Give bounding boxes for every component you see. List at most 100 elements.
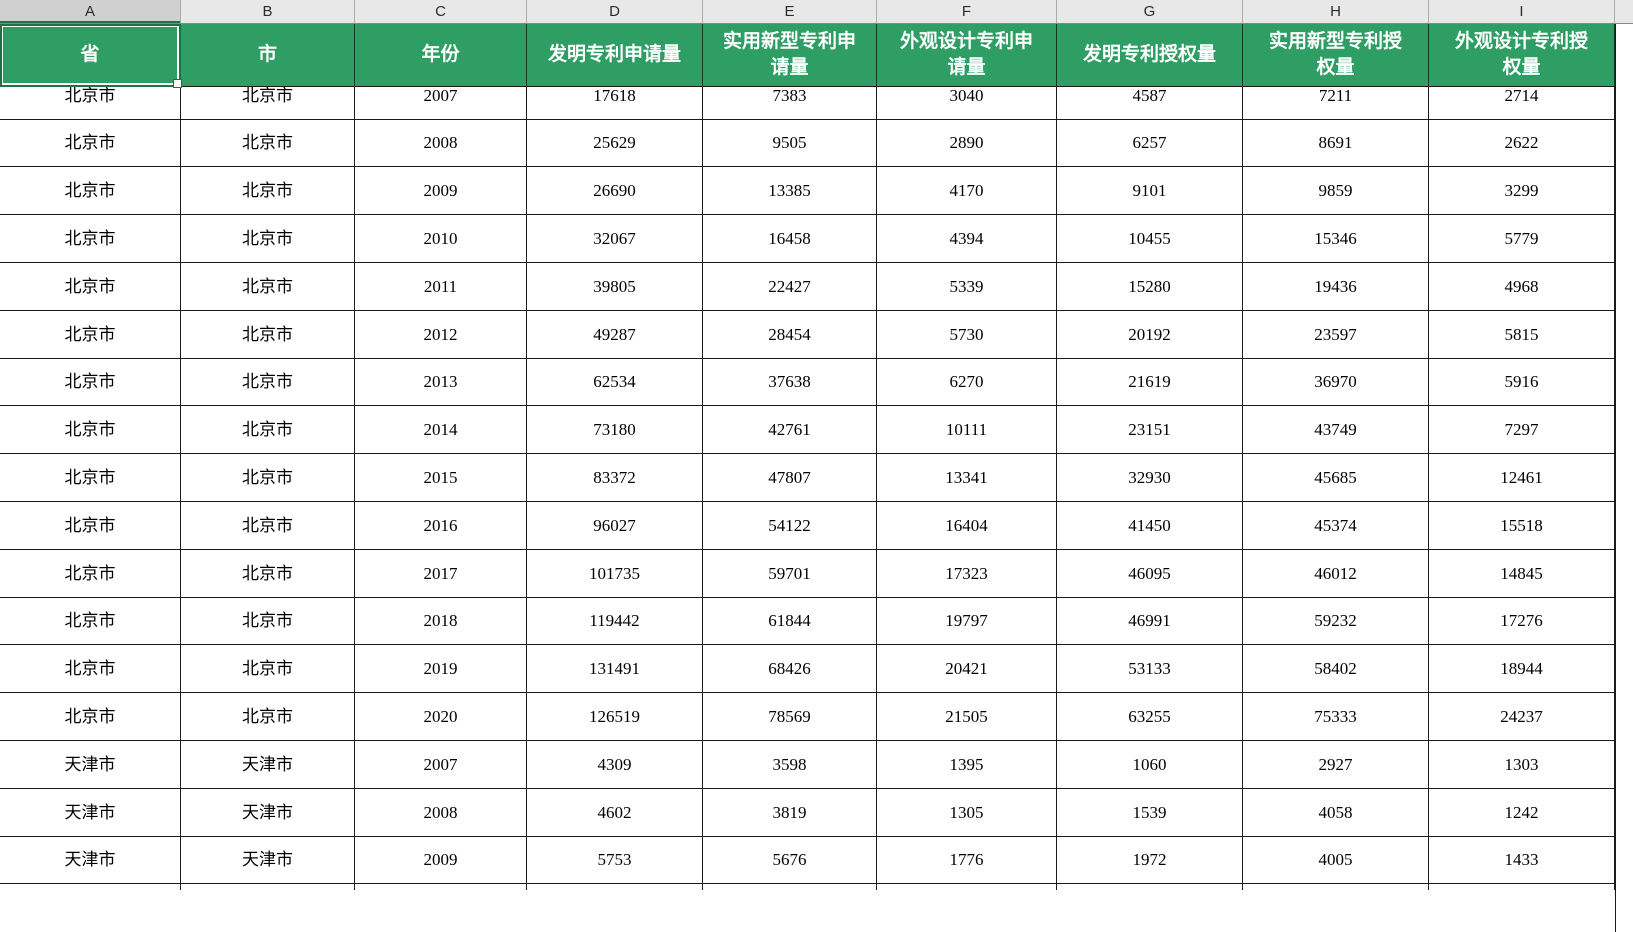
cell[interactable]: 北京市 <box>181 310 355 359</box>
cell[interactable]: 北京市 <box>0 358 181 407</box>
cell[interactable]: 2927 <box>1243 740 1429 789</box>
cell[interactable]: 46095 <box>1057 549 1243 598</box>
cell[interactable]: 45374 <box>1243 501 1429 550</box>
cell[interactable]: 6257 <box>1057 119 1243 168</box>
cell[interactable]: 9101 <box>1057 167 1243 216</box>
cell[interactable]: 19436 <box>1243 262 1429 311</box>
cell[interactable]: 39805 <box>527 262 703 311</box>
cell[interactable]: 1303 <box>1429 740 1615 789</box>
cell[interactable]: 3598 <box>703 740 877 789</box>
cell[interactable]: 6270 <box>877 358 1057 407</box>
cell[interactable]: 北京市 <box>181 262 355 311</box>
cell[interactable]: 1776 <box>877 836 1057 885</box>
cell[interactable]: 5753 <box>527 836 703 885</box>
cell[interactable]: 天津市 <box>181 740 355 789</box>
cell[interactable]: 2008 <box>355 119 527 168</box>
cell[interactable]: 1395 <box>877 740 1057 789</box>
cell[interactable]: 北京市 <box>0 645 181 694</box>
cell[interactable]: 10111 <box>877 406 1057 455</box>
cell[interactable]: 10455 <box>1057 215 1243 263</box>
cell-partial[interactable] <box>1243 884 1429 891</box>
cell[interactable]: 北京市 <box>0 215 181 263</box>
cell[interactable]: 4170 <box>877 167 1057 216</box>
header-cell[interactable]: 发明专利申请量 <box>527 24 703 87</box>
cell[interactable]: 2019 <box>355 645 527 694</box>
column-letter-g[interactable]: G <box>1057 0 1243 23</box>
cell[interactable]: 2015 <box>355 454 527 502</box>
selected-cell-a1-header[interactable]: 省 <box>0 24 182 88</box>
cell-partial[interactable] <box>527 884 703 891</box>
cell[interactable]: 1060 <box>1057 740 1243 789</box>
cell[interactable]: 53133 <box>1057 645 1243 694</box>
header-cell[interactable]: 年份 <box>355 24 527 87</box>
cell[interactable]: 天津市 <box>181 788 355 837</box>
cell[interactable]: 天津市 <box>0 740 181 789</box>
cell-partial[interactable] <box>1429 884 1615 891</box>
cell[interactable]: 54122 <box>703 501 877 550</box>
cell[interactable]: 59701 <box>703 549 877 598</box>
cell[interactable]: 24237 <box>1429 693 1615 741</box>
cell-partial[interactable] <box>181 884 355 891</box>
cell[interactable]: 北京市 <box>181 549 355 598</box>
cell[interactable]: 32067 <box>527 215 703 263</box>
cell[interactable]: 9505 <box>703 119 877 168</box>
cell[interactable]: 5676 <box>703 836 877 885</box>
cell[interactable]: 2622 <box>1429 119 1615 168</box>
cell[interactable]: 46991 <box>1057 597 1243 646</box>
cell[interactable]: 北京市 <box>0 549 181 598</box>
cell[interactable]: 北京市 <box>0 167 181 216</box>
cell-partial[interactable] <box>0 884 181 891</box>
cell[interactable]: 3819 <box>703 788 877 837</box>
cell[interactable]: 61844 <box>703 597 877 646</box>
cell[interactable]: 83372 <box>527 454 703 502</box>
cell[interactable]: 天津市 <box>0 788 181 837</box>
cell[interactable]: 2890 <box>877 119 1057 168</box>
cell[interactable]: 25629 <box>527 119 703 168</box>
cell[interactable]: 1242 <box>1429 788 1615 837</box>
cell[interactable]: 5779 <box>1429 215 1615 263</box>
cell[interactable]: 1433 <box>1429 836 1615 885</box>
cell[interactable]: 15346 <box>1243 215 1429 263</box>
cell[interactable]: 2009 <box>355 836 527 885</box>
cell[interactable]: 3299 <box>1429 167 1615 216</box>
cell[interactable]: 2014 <box>355 406 527 455</box>
cell[interactable]: 78569 <box>703 693 877 741</box>
cell[interactable]: 4058 <box>1243 788 1429 837</box>
cell[interactable]: 32930 <box>1057 454 1243 502</box>
column-letter-e[interactable]: E <box>703 0 877 23</box>
cell[interactable]: 北京市 <box>181 406 355 455</box>
cell[interactable]: 1972 <box>1057 836 1243 885</box>
cell[interactable]: 北京市 <box>181 693 355 741</box>
cell[interactable]: 北京市 <box>0 310 181 359</box>
cell[interactable]: 北京市 <box>181 645 355 694</box>
cell[interactable]: 41450 <box>1057 501 1243 550</box>
cell[interactable]: 21505 <box>877 693 1057 741</box>
cell[interactable]: 2008 <box>355 788 527 837</box>
cell[interactable]: 4309 <box>527 740 703 789</box>
cell[interactable]: 5815 <box>1429 310 1615 359</box>
cell[interactable]: 2007 <box>355 740 527 789</box>
column-letter-b[interactable]: B <box>181 0 355 23</box>
cell[interactable]: 36970 <box>1243 358 1429 407</box>
cell[interactable]: 7297 <box>1429 406 1615 455</box>
header-cell[interactable]: 实用新型专利授权量 <box>1243 24 1429 87</box>
cell[interactable]: 天津市 <box>181 836 355 885</box>
cell[interactable]: 20421 <box>877 645 1057 694</box>
cell[interactable]: 8691 <box>1243 119 1429 168</box>
cell[interactable]: 北京市 <box>181 119 355 168</box>
cell[interactable]: 北京市 <box>0 454 181 502</box>
cell[interactable]: 4968 <box>1429 262 1615 311</box>
cell[interactable]: 59232 <box>1243 597 1429 646</box>
cell-partial[interactable] <box>1057 884 1243 891</box>
header-cell[interactable]: 市 <box>181 24 355 87</box>
cell[interactable]: 15518 <box>1429 501 1615 550</box>
cell[interactable]: 4602 <box>527 788 703 837</box>
cell[interactable]: 16404 <box>877 501 1057 550</box>
cell[interactable]: 22427 <box>703 262 877 311</box>
cell[interactable]: 北京市 <box>181 501 355 550</box>
cell[interactable]: 北京市 <box>181 597 355 646</box>
cell[interactable]: 14845 <box>1429 549 1615 598</box>
cell[interactable]: 4005 <box>1243 836 1429 885</box>
cell[interactable]: 2013 <box>355 358 527 407</box>
cell[interactable]: 42761 <box>703 406 877 455</box>
